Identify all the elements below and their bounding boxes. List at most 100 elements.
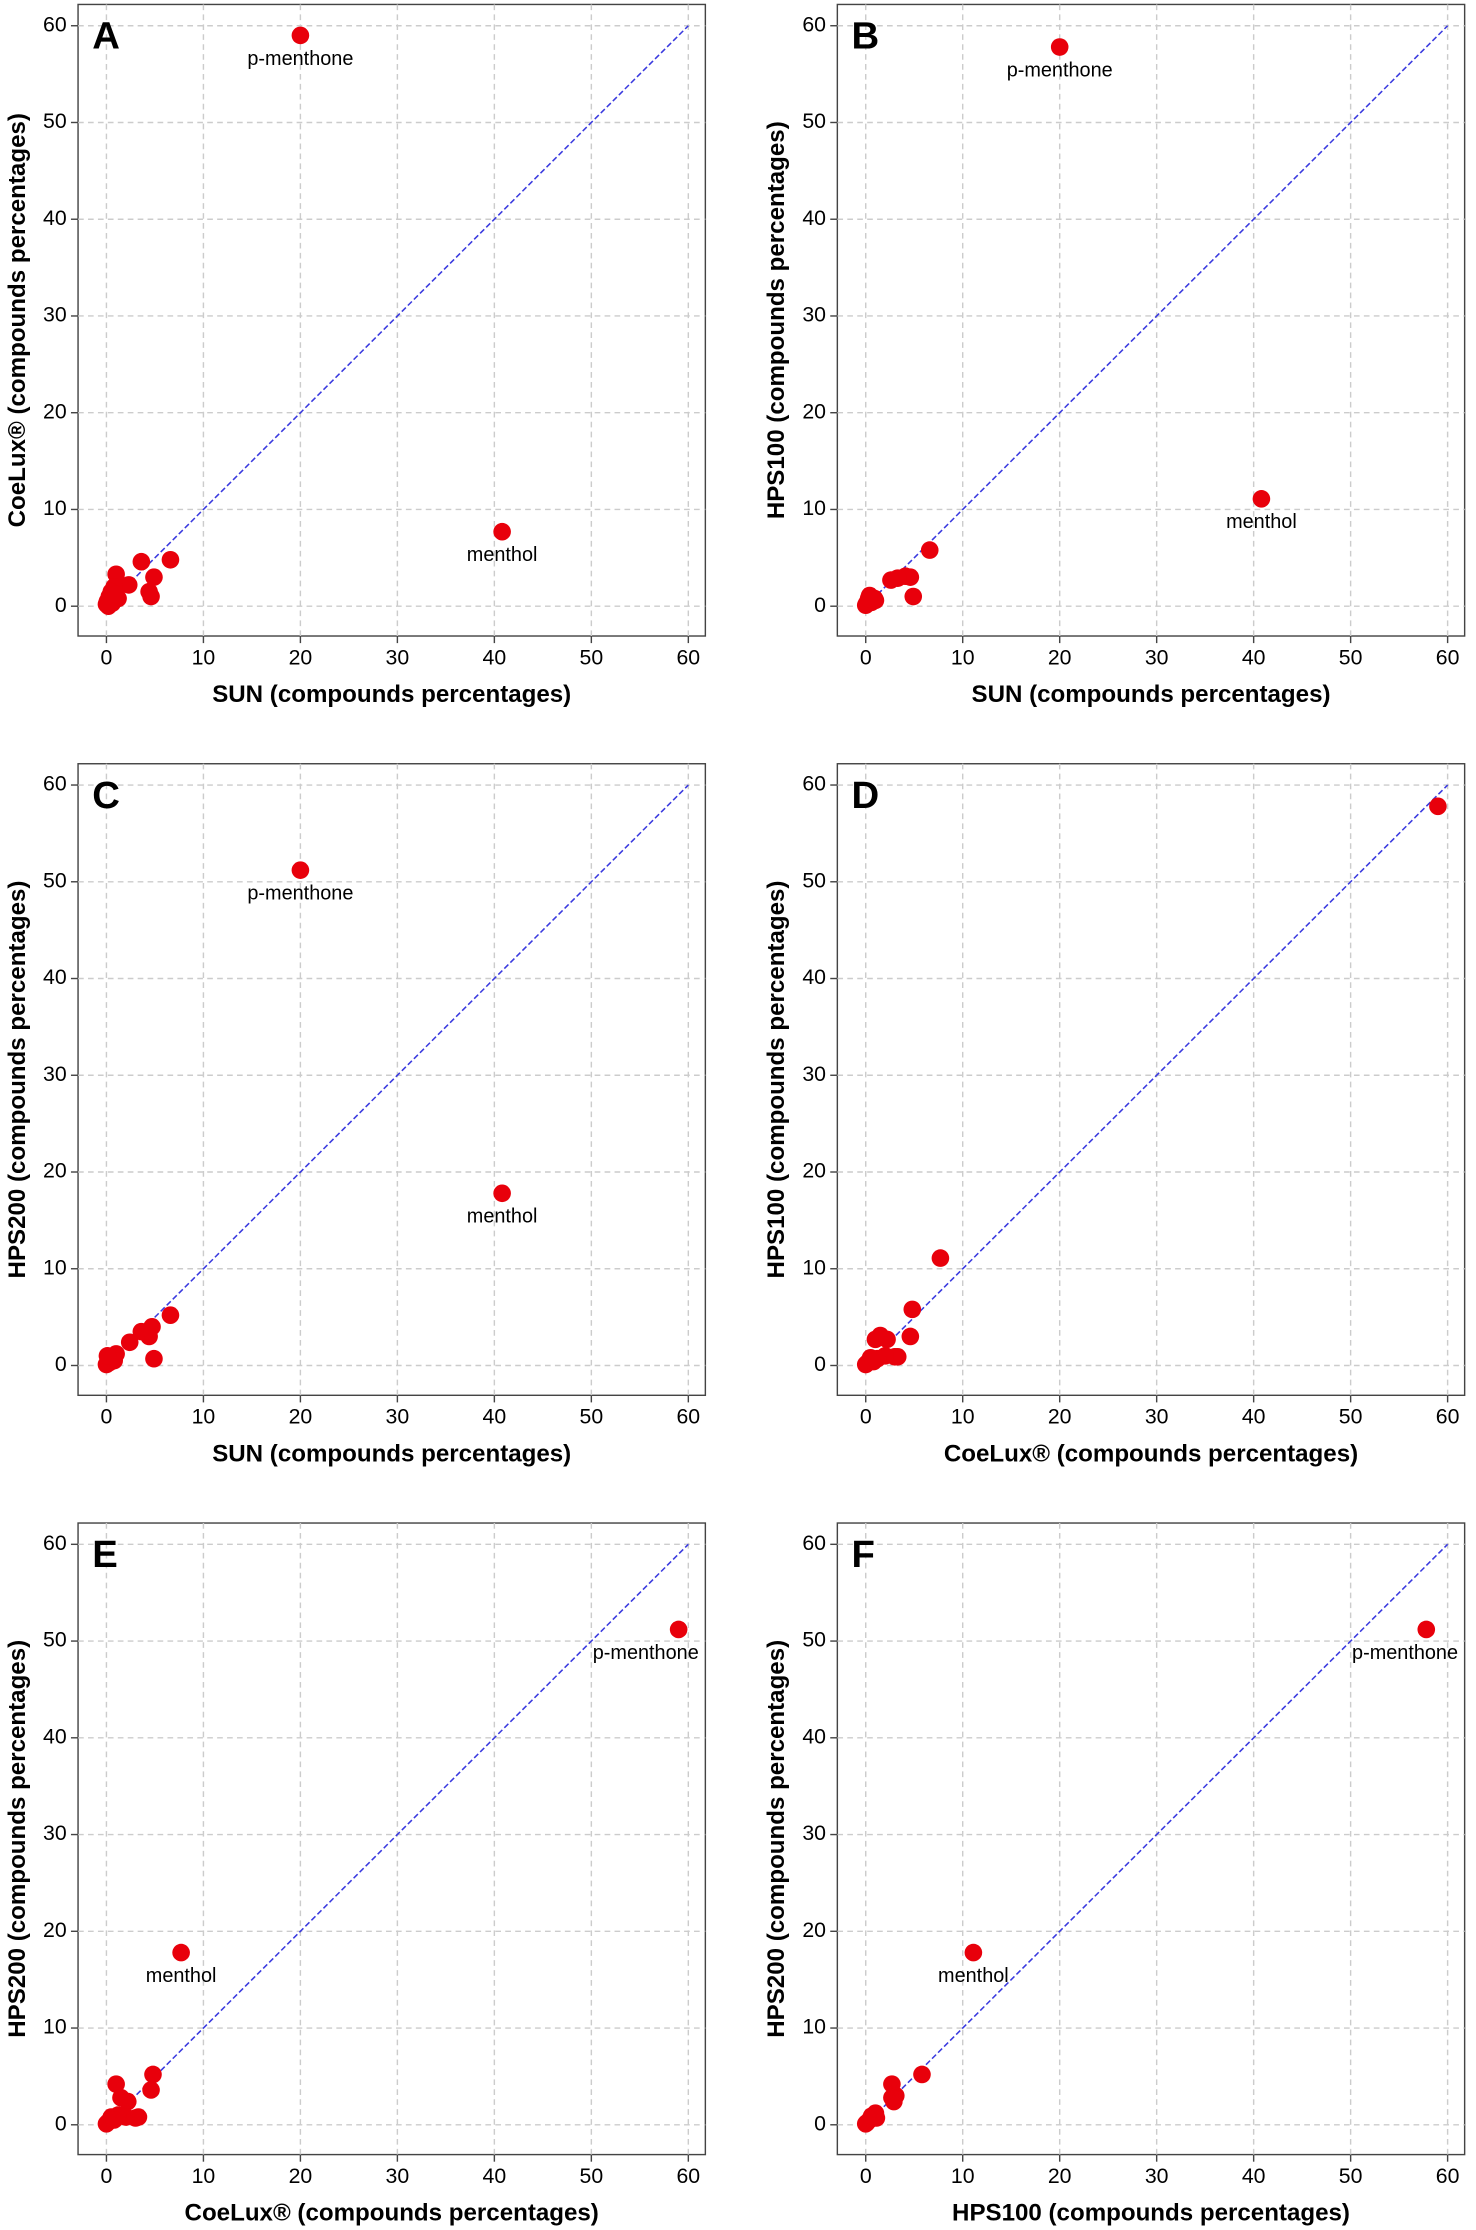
- y-tick-label: 60: [43, 772, 67, 796]
- x-tick-label: 0: [860, 1405, 872, 1429]
- plot-frame: [77, 1522, 707, 2156]
- scatter-point: [859, 589, 878, 608]
- x-tick-label: 10: [951, 2164, 975, 2188]
- y-tick-label: 30: [43, 303, 67, 327]
- scatter-point: [888, 1347, 907, 1366]
- panel-letter: C: [92, 774, 120, 817]
- scatter-point: [904, 587, 923, 606]
- x-tick-label: 0: [101, 2164, 113, 2188]
- y-tick-label: 40: [802, 206, 826, 230]
- y-tick-label: 30: [802, 1062, 826, 1086]
- x-tick-label: 10: [192, 1405, 216, 1429]
- y-tick-label: 20: [802, 1159, 826, 1183]
- y-tick-label: 50: [43, 109, 67, 133]
- x-tick-label: 50: [1339, 1405, 1363, 1429]
- point-annotation: p-menthone: [247, 48, 353, 70]
- point-annotation: p-menthone: [1352, 1642, 1458, 1664]
- y-tick-label: 40: [802, 965, 826, 989]
- point-annotation: p-menthone: [247, 883, 353, 905]
- panel-letter: D: [852, 774, 880, 817]
- x-tick-label: 10: [192, 645, 216, 669]
- y-tick-label: 10: [43, 1255, 67, 1279]
- panel-letter: A: [92, 15, 120, 58]
- scatter-point: [882, 571, 900, 589]
- x-tick-label: 20: [289, 1405, 313, 1429]
- panel: 0 10 20 30 40 50 60 0 10 20 30 40 50 60 p-menthone ment…: [763, 1522, 1466, 2227]
- y-tick-label: 20: [43, 1918, 67, 1942]
- x-tick-label: 20: [1048, 2164, 1072, 2188]
- plot-frame: [836, 1522, 1466, 2156]
- identity-line: [105, 1543, 689, 2126]
- x-tick-label: 60: [1436, 645, 1460, 669]
- y-tick-label: 10: [43, 2015, 67, 2039]
- x-tick-label: 10: [951, 1405, 975, 1429]
- x-tick-label: 10: [192, 2164, 216, 2188]
- scatter-point: [145, 1349, 163, 1368]
- scatter-point: [883, 2075, 901, 2093]
- y-tick-label: 0: [55, 593, 67, 617]
- x-tick-label: 0: [860, 2164, 872, 2188]
- scatter-point: [145, 568, 163, 586]
- y-axis-label: HPS100 (compounds percentages): [763, 881, 790, 1279]
- y-tick-label: 60: [43, 1531, 67, 1555]
- x-tick-label: 20: [1048, 1405, 1072, 1429]
- scatter-point: [107, 585, 125, 604]
- panel: 0 10 20 30 40 50 60 0 10 20 30 40 50 60 p-menthone ment…: [763, 3, 1466, 708]
- x-axis-label: HPS100 (compounds percentages): [952, 2200, 1350, 2227]
- y-tick-label: 30: [43, 1062, 67, 1086]
- x-tick-label: 40: [483, 2164, 507, 2188]
- panel-letter: B: [852, 15, 880, 58]
- x-tick-label: 30: [386, 1405, 410, 1429]
- x-tick-label: 40: [1242, 1405, 1266, 1429]
- scatter-point: [669, 1620, 688, 1639]
- point-annotation: menthol: [467, 544, 538, 566]
- y-tick-label: 30: [802, 1821, 826, 1845]
- x-tick-label: 20: [289, 2164, 313, 2188]
- point-annotation: p-menthone: [593, 1642, 699, 1664]
- scatter-point: [903, 1300, 922, 1319]
- x-tick-label: 0: [101, 1405, 113, 1429]
- x-tick-label: 10: [951, 645, 975, 669]
- scatter-point: [142, 587, 160, 606]
- x-tick-label: 40: [1242, 2164, 1266, 2188]
- point-annotation: menthol: [1226, 511, 1297, 533]
- y-tick-label: 60: [43, 12, 67, 36]
- x-tick-label: 40: [483, 645, 507, 669]
- x-tick-label: 30: [386, 645, 410, 669]
- y-axis-label: HPS200 (compounds percentages): [4, 1640, 31, 2038]
- scatter-point: [291, 26, 310, 45]
- y-tick-label: 0: [814, 593, 826, 617]
- scatter-point: [901, 1327, 920, 1346]
- x-tick-label: 0: [860, 645, 872, 669]
- x-tick-label: 50: [580, 645, 604, 669]
- point-annotation: menthol: [146, 1965, 217, 1987]
- scatter-point: [913, 2065, 931, 2084]
- x-axis-label: SUN (compounds percentages): [212, 1440, 571, 1467]
- panel-letter: F: [852, 1533, 875, 1576]
- scatter-point: [1050, 38, 1069, 56]
- x-tick-label: 20: [289, 645, 313, 669]
- y-tick-label: 60: [802, 12, 826, 36]
- x-tick-label: 30: [1145, 1405, 1169, 1429]
- scatter-point: [161, 550, 180, 569]
- plot-frame: [77, 763, 707, 1397]
- y-tick-label: 50: [43, 1628, 67, 1652]
- y-tick-label: 20: [802, 1918, 826, 1942]
- x-tick-label: 60: [676, 1405, 700, 1429]
- y-tick-label: 20: [43, 1159, 67, 1183]
- scatter-point: [493, 522, 511, 541]
- x-tick-label: 50: [580, 1405, 604, 1429]
- scatter-point: [920, 541, 939, 559]
- y-tick-label: 40: [43, 1724, 67, 1748]
- point-annotation: p-menthone: [1007, 59, 1113, 81]
- y-tick-label: 20: [43, 399, 67, 423]
- scatter-point: [142, 2081, 160, 2099]
- x-axis-label: SUN (compounds percentages): [971, 681, 1330, 708]
- x-tick-label: 60: [1436, 1405, 1460, 1429]
- scatter-point: [1252, 490, 1271, 508]
- panel: 0 10 20 30 40 50 60 0 10 20 30 40 50 60 p-menthone ment…: [4, 1522, 707, 2227]
- scatter-point: [291, 861, 310, 879]
- scatter-point: [493, 1184, 511, 1203]
